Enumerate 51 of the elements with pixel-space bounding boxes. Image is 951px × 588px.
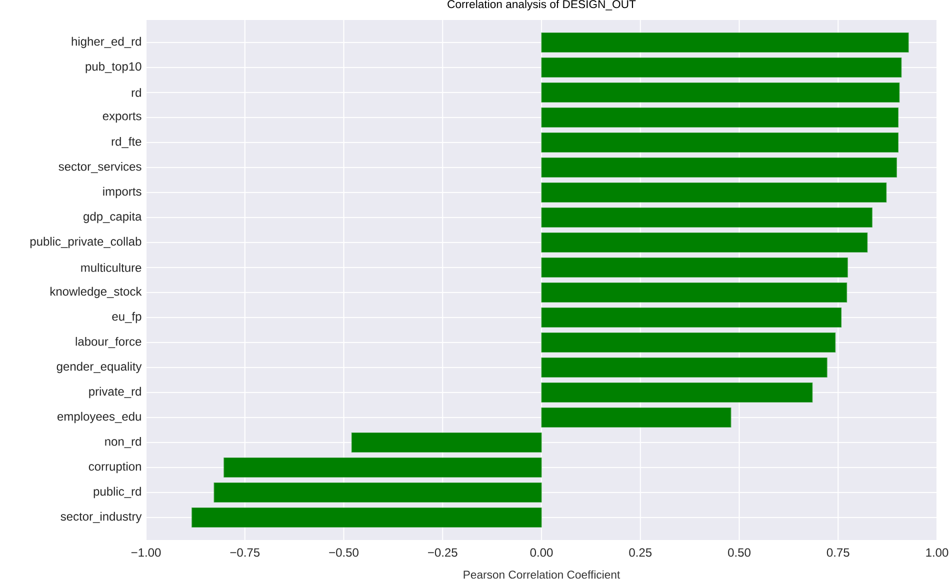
bar (541, 207, 872, 228)
y-tick-label: public_rd (94, 486, 141, 498)
bar (541, 32, 909, 53)
y-tick-label: labour_force (76, 336, 142, 348)
y-tick-label: multiculture (81, 263, 142, 272)
bar (541, 307, 842, 328)
x-tick-label: 0.50 (728, 548, 750, 557)
y-tick-label: gender_equality (56, 362, 142, 374)
x-tick-label: −0.50 (329, 548, 358, 557)
x-tick-label: −1.00 (131, 548, 161, 557)
y-tick-label: employees_edu (58, 412, 141, 424)
y-tick-label: sector_industry (60, 512, 142, 524)
y-tick-label: exports (102, 112, 142, 123)
y-tick-label: gdp_capita (84, 212, 142, 224)
y-tick-label: rd_fte (112, 136, 142, 148)
y-tick-label: knowledge_stock (50, 286, 142, 298)
bar (541, 157, 897, 178)
y-tick-label: pub_top10 (86, 62, 142, 74)
y-tick-label: imports (103, 186, 142, 198)
bar (541, 232, 868, 253)
bar (214, 482, 542, 503)
x-tick-label: −0.25 (428, 548, 458, 557)
chart-title: Correlation analysis of DESIGN_OUT (448, 0, 636, 10)
y-tick-label: higher_ed_rd (72, 36, 141, 48)
bar (541, 382, 813, 403)
x-tick-label: 0.75 (826, 548, 850, 557)
y-tick-label: corruption (88, 462, 141, 474)
y-tick-label: public_private_collab (30, 236, 142, 248)
bar (541, 57, 902, 78)
bar (541, 332, 836, 353)
bar (541, 282, 848, 303)
bar (541, 82, 900, 103)
bar (541, 357, 828, 378)
bar (351, 432, 542, 453)
bar (541, 182, 887, 203)
bar (541, 107, 899, 128)
x-tick-label: 0.00 (530, 548, 553, 557)
y-tick-label: sector_services (58, 162, 142, 174)
x-axis-title: Pearson Correlation Coefficient (464, 570, 620, 579)
y-tick-label: eu_fp (112, 312, 142, 324)
y-tick-label: private_rd (89, 386, 141, 398)
bar (541, 407, 732, 428)
x-tick-label: 1.00 (926, 548, 948, 557)
y-tick-label: rd (132, 88, 141, 97)
x-tick-label: 0.25 (629, 548, 652, 557)
y-tick-label: non_rd (105, 436, 141, 448)
x-tick-label: −0.75 (230, 548, 260, 557)
bar (541, 132, 899, 153)
bar (192, 507, 542, 528)
bar (224, 457, 542, 478)
bar (541, 257, 848, 278)
